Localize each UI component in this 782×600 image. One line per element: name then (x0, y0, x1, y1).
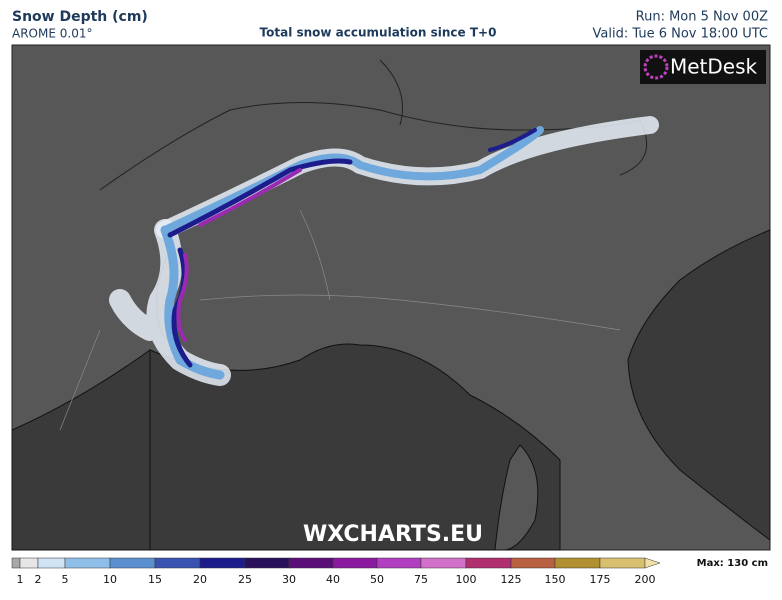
valid: Valid: Tue 6 Nov 18:00 UTC (593, 27, 768, 42)
legend-swatch (644, 557, 661, 569)
legend-label: 30 (282, 573, 296, 586)
legend-label: 15 (148, 573, 162, 586)
legend-swatch (510, 557, 556, 569)
sea (627, 229, 771, 542)
legend-label: 20 (193, 573, 207, 586)
legend-swatch (199, 557, 246, 569)
legend-swatch (109, 557, 156, 569)
logo-icon (643, 54, 669, 80)
run: Run: Mon 5 Nov 00Z (636, 10, 768, 25)
legend-label: 150 (545, 573, 566, 586)
legend-label: 25 (238, 573, 252, 586)
legend-swatch (11, 557, 21, 569)
watermark: WXCHARTS.EU (303, 522, 483, 547)
legend-label: 10 (103, 573, 117, 586)
legend-swatch (332, 557, 378, 569)
sea (11, 349, 151, 551)
logo: MetDesk (670, 55, 758, 79)
title: Snow Depth (cm) (12, 9, 148, 25)
legend-swatch (244, 557, 290, 569)
legend-swatch (19, 557, 39, 569)
sea (149, 343, 561, 551)
island (494, 444, 539, 551)
legend-label: 125 (501, 573, 522, 586)
legend-label: 200 (635, 573, 656, 586)
legend: 1 2 5 10 15 20 25 30 40 50 75 100 125 150 175 200 (11, 557, 661, 586)
legend-swatch (154, 557, 201, 569)
legend-label: 40 (326, 573, 340, 586)
legend-swatch (465, 557, 512, 569)
legend-label: 100 (456, 573, 477, 586)
legend-label: 2 (35, 573, 42, 586)
rivers (59, 209, 621, 431)
legend-swatch (420, 557, 467, 569)
legend-label: 75 (414, 573, 428, 586)
legend-max: Max: 130 cm (697, 558, 768, 569)
snow (109, 116, 659, 386)
legend-label: 50 (370, 573, 384, 586)
legend-label: 175 (590, 573, 611, 586)
legend-label: 5 (62, 573, 69, 586)
legend-swatch (37, 557, 66, 569)
legend-swatch (64, 557, 111, 569)
subtitle: Total snow accumulation since T+0 (260, 26, 497, 40)
legend-label: 1 (17, 573, 24, 586)
model: AROME 0.01° (12, 27, 92, 41)
legend-swatch (288, 557, 334, 569)
legend-swatch (554, 557, 601, 569)
map: MetDesk WXCHARTS.EU (11, 44, 771, 551)
legend-swatch (599, 557, 646, 569)
legend-swatch (376, 557, 422, 569)
